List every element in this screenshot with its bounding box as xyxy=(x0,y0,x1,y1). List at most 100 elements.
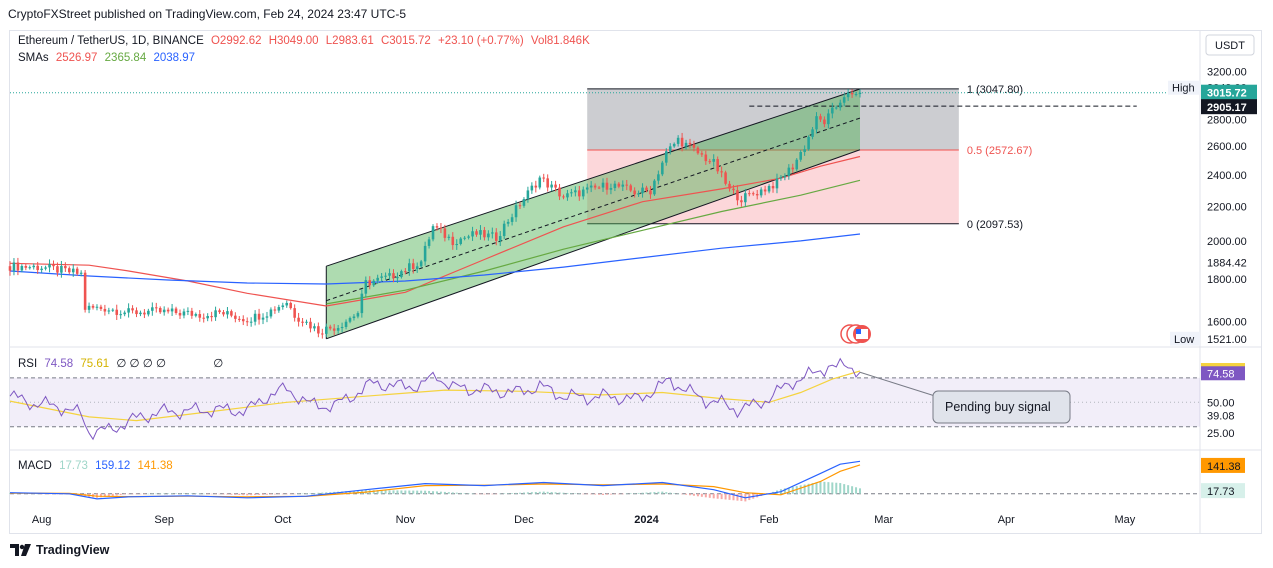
price-tick-label: 2200.00 xyxy=(1207,202,1247,214)
rsi-extra2: ∅ xyxy=(213,358,224,370)
channel-lower-line xyxy=(326,149,861,340)
candle-body xyxy=(574,190,577,193)
rsi-line xyxy=(9,357,861,441)
candle-body xyxy=(356,313,360,317)
candle-body xyxy=(542,177,546,179)
x-axis-label: 2024 xyxy=(634,514,659,526)
sma3-value: 2038.97 xyxy=(153,52,196,64)
candle-body xyxy=(285,302,289,306)
macd-histogram-bar xyxy=(685,493,688,495)
candle-body xyxy=(281,305,285,308)
macd-histogram-bar xyxy=(345,491,348,494)
macd-histogram-bar xyxy=(823,481,826,494)
macd-histogram-bar xyxy=(487,493,490,495)
candle-body xyxy=(91,305,95,308)
macd-histogram-bar xyxy=(720,493,723,500)
macd-label[interactable]: MACD xyxy=(18,460,52,472)
candle-body xyxy=(245,321,249,323)
macd-histogram-bar xyxy=(44,493,47,495)
macd-legend: MACD 17.73 159.12 141.38 xyxy=(18,460,177,472)
candle-body xyxy=(708,161,712,163)
channel-mid-line xyxy=(326,117,861,302)
candle-body xyxy=(696,147,700,154)
price-tick-label: 1600.00 xyxy=(1207,316,1247,328)
candle-body xyxy=(139,312,142,315)
macd-histogram-bar xyxy=(111,493,114,496)
macd-histogram-bar xyxy=(645,492,648,494)
candle-body xyxy=(28,267,32,269)
macd-histogram-bar xyxy=(329,492,332,494)
macd-histogram-bar xyxy=(40,493,43,495)
candle-body xyxy=(151,307,154,311)
candle-body xyxy=(514,205,518,218)
candle-body xyxy=(435,226,439,228)
candle-body xyxy=(277,307,281,311)
high-tag-label: High xyxy=(1172,83,1195,95)
x-axis-label: Apr xyxy=(998,514,1015,526)
ohlc-low: L2983.61 xyxy=(325,35,374,47)
candle-body xyxy=(241,319,245,322)
macd-hist-label: 17.73 xyxy=(1207,486,1235,498)
volume-value: Vol81.846K xyxy=(530,35,590,47)
macd-histogram-bar xyxy=(131,493,134,495)
x-axis-label: Nov xyxy=(396,514,416,526)
macd-histogram-bar xyxy=(447,492,450,494)
macd-histogram-bar xyxy=(803,484,806,494)
candle-body xyxy=(502,223,506,237)
candle-body xyxy=(483,230,486,238)
macd-histogram-bar xyxy=(807,483,810,494)
macd-histogram-bar xyxy=(269,493,272,495)
candle-body xyxy=(71,268,75,273)
tradingview-logo[interactable]: TradingView xyxy=(10,543,109,557)
macd-histogram-bar xyxy=(629,493,632,494)
symbol-legend: Ethereum / TetherUS, 1D, BINANCE O2992.6… xyxy=(18,35,594,47)
macd-histogram-bar xyxy=(135,493,138,495)
candle-body xyxy=(423,245,427,262)
macd-histogram-bar xyxy=(182,493,185,494)
price-tick-label: 2800.00 xyxy=(1207,114,1247,126)
macd-histogram-bar xyxy=(467,493,470,494)
candle-body xyxy=(415,266,419,270)
macd-histogram-bar xyxy=(827,482,830,494)
candle-body xyxy=(451,236,455,246)
candle-body xyxy=(321,333,324,335)
candle-body xyxy=(779,177,783,179)
candle-body xyxy=(566,193,569,198)
candle-body xyxy=(431,226,435,240)
rsi-value-label: 74.58 xyxy=(1207,368,1235,380)
sma-label[interactable]: SMAs xyxy=(18,52,49,64)
macd-histogram-bar xyxy=(843,484,846,494)
macd-histogram-bar xyxy=(246,493,249,496)
candle-body xyxy=(716,159,719,172)
candle-body xyxy=(479,230,482,235)
macd-histogram-bar xyxy=(210,493,213,495)
candle-body xyxy=(736,190,739,201)
candle-body xyxy=(297,317,300,322)
macd-histogram-bar xyxy=(186,493,189,494)
macd-histogram-bar xyxy=(839,483,842,494)
macd-histogram-bar xyxy=(831,482,834,494)
fib-label-0: 0 (2097.53) xyxy=(967,219,1023,231)
macd-histogram-bar xyxy=(558,492,561,494)
macd-histogram-bar xyxy=(578,493,581,495)
candle-body xyxy=(751,193,755,195)
candle-body xyxy=(400,271,403,278)
candle-body xyxy=(87,305,91,310)
rsi-label[interactable]: RSI xyxy=(18,358,38,370)
candle-body xyxy=(530,185,534,191)
candle-body xyxy=(143,312,146,315)
candle-body xyxy=(404,271,407,273)
candle-body xyxy=(336,328,340,331)
candle-body xyxy=(40,268,43,271)
symbol-title[interactable]: Ethereum / TetherUS, 1D, BINANCE xyxy=(18,35,204,47)
macd-histogram-bar xyxy=(179,493,181,494)
candle-body xyxy=(447,236,451,238)
candle-body xyxy=(597,187,601,189)
candle-body xyxy=(823,119,826,125)
macd-histogram-bar xyxy=(435,491,438,494)
currency-button[interactable]: USDT xyxy=(1215,40,1245,52)
candle-body xyxy=(226,311,229,315)
candle-body xyxy=(641,187,644,194)
candle-body xyxy=(613,183,617,189)
